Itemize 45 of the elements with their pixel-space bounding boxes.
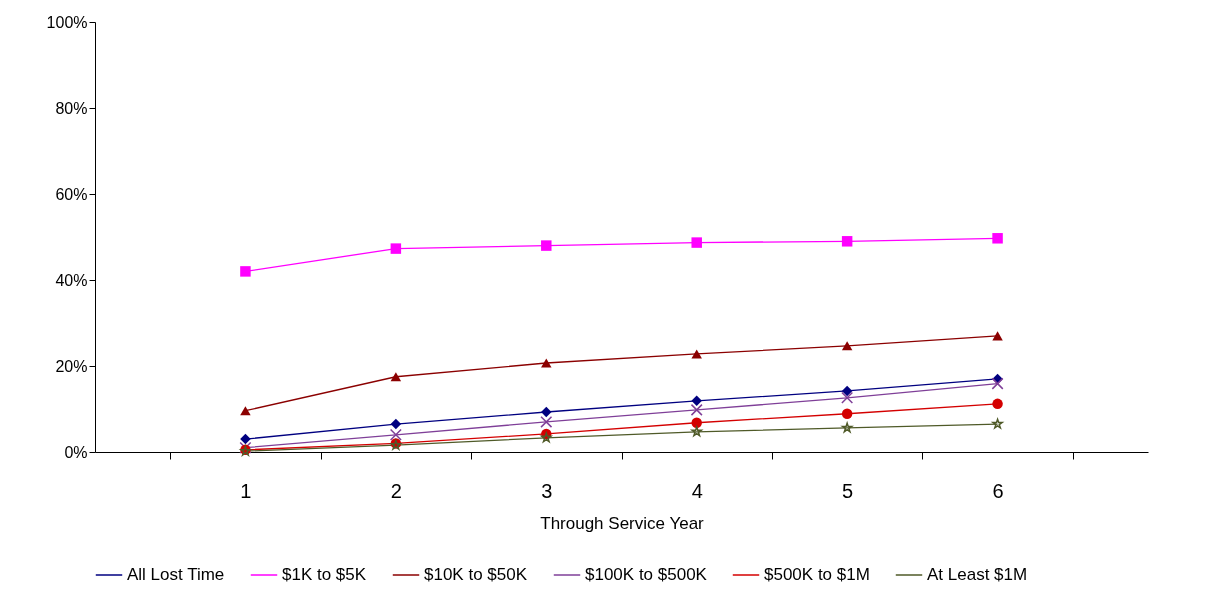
- point: [841, 236, 853, 247]
- x-tick-label: 1: [240, 479, 252, 502]
- point: [841, 408, 853, 419]
- x-tick-label: 4: [691, 479, 703, 502]
- point: [992, 398, 1003, 410]
- point: [691, 237, 702, 248]
- y-tick-label: 0%: [64, 443, 88, 461]
- point: [690, 403, 703, 416]
- point: [240, 406, 251, 416]
- point: [390, 372, 402, 382]
- x-tick-label: 2: [390, 479, 402, 502]
- point: [691, 349, 702, 359]
- point: [541, 240, 552, 251]
- point: [841, 341, 853, 351]
- legend-label: $10K to $50K: [424, 565, 528, 584]
- y-tick-label: 80%: [55, 99, 88, 117]
- x-tick-label: 6: [992, 479, 1004, 502]
- point: [691, 395, 702, 407]
- legend-label: At Least $1M: [927, 565, 1028, 584]
- legend-label: $500K to $1M: [764, 565, 870, 584]
- point: [841, 422, 853, 433]
- x-axis-title: Through Service Year: [540, 513, 705, 533]
- point: [541, 406, 552, 418]
- x-tick-label: 5: [842, 479, 854, 502]
- point: [991, 377, 1004, 390]
- point: [992, 233, 1003, 244]
- point: [390, 418, 402, 430]
- point: [240, 266, 251, 277]
- point: [541, 358, 552, 368]
- legend-label: $1K to $5K: [282, 565, 367, 584]
- point: [841, 391, 854, 404]
- point: [841, 385, 853, 397]
- point: [389, 428, 402, 441]
- legend-label: $100K to $500K: [585, 565, 708, 584]
- y-tick-label: 60%: [55, 185, 88, 203]
- point: [240, 433, 251, 445]
- point: [390, 243, 402, 254]
- y-tick-label: 100%: [46, 13, 88, 31]
- x-tick-label: 3: [541, 479, 553, 502]
- point: [540, 415, 553, 428]
- y-tick-label: 20%: [55, 357, 88, 375]
- point: [691, 417, 702, 428]
- y-tick-label: 40%: [55, 271, 88, 289]
- legend-label: All Lost Time: [127, 565, 225, 584]
- point: [992, 331, 1003, 341]
